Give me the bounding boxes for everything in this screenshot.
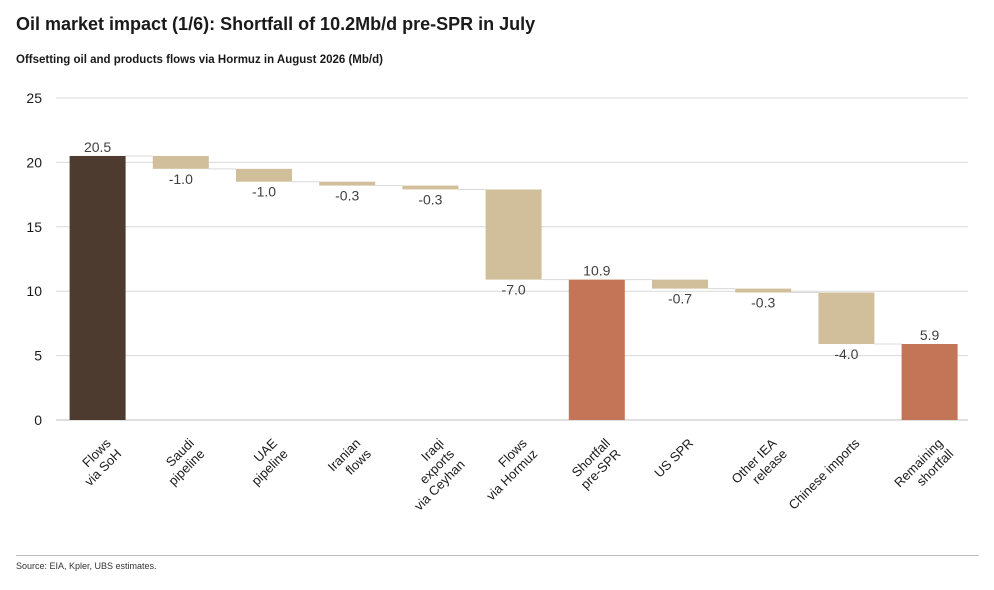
- data-label: -0.3: [751, 294, 775, 310]
- data-label: -0.7: [668, 291, 692, 307]
- x-tick-label: Iranianflows: [325, 435, 375, 485]
- source-divider: [16, 555, 979, 556]
- waterfall-chart: 0 5 10 15 20 25 20.5 Flowsvia SoH -1.0 Saudipipel…: [26, 90, 968, 513]
- x-tick-label: Shortfallpre-SPR: [567, 435, 624, 492]
- waterfall-total-bar: [69, 155, 126, 420]
- chart-subtitle: Offsetting oil and products flows via Ho…: [16, 54, 383, 66]
- x-tick-label: Flowsvia SoH: [71, 435, 125, 489]
- x-tick-label: Iraqiexportsvia Ceyhan: [390, 435, 468, 513]
- waterfall-delta-bar: [236, 168, 292, 182]
- svg-text:UAEpipeline: UAEpipeline: [238, 435, 291, 488]
- x-tick-label: UAEpipeline: [238, 435, 291, 488]
- y-tick-label: 0: [34, 412, 42, 428]
- data-label: -1.0: [252, 184, 276, 200]
- waterfall-delta-bar: [735, 288, 792, 293]
- y-tick-label: 20: [26, 154, 42, 170]
- svg-text:Flowsvia SoH: Flowsvia SoH: [71, 435, 125, 489]
- y-tick-label: 25: [26, 90, 42, 106]
- waterfall-delta-bar: [319, 181, 376, 186]
- svg-text:Shortfallpre-SPR: Shortfallpre-SPR: [567, 435, 624, 492]
- data-label: 20.5: [84, 139, 111, 155]
- data-label: -4.0: [834, 346, 858, 362]
- y-tick-label: 10: [26, 283, 42, 299]
- svg-text:US SPR: US SPR: [651, 436, 696, 481]
- svg-text:Saudipipeline: Saudipipeline: [155, 435, 208, 488]
- svg-text:Chinese imports: Chinese imports: [785, 435, 862, 512]
- svg-text:Flowsvia Hormuz: Flowsvia Hormuz: [473, 435, 541, 503]
- x-tick-label: Other IEArelease: [728, 435, 790, 497]
- y-tick-label: 5: [34, 348, 42, 364]
- svg-text:Other IEArelease: Other IEArelease: [728, 435, 790, 497]
- x-tick-label: US SPR: [651, 436, 696, 481]
- x-tick-label: Saudipipeline: [155, 435, 208, 488]
- source-note: Source: EIA, Kpler, UBS estimates.: [16, 561, 157, 571]
- data-label: 10.9: [583, 263, 610, 279]
- y-tick-label: 15: [26, 219, 42, 235]
- x-tick-label: Remainingshortfall: [891, 435, 956, 500]
- svg-text:Remainingshortfall: Remainingshortfall: [891, 435, 956, 500]
- waterfall-delta-bar: [818, 292, 875, 345]
- data-label: -7.0: [502, 282, 526, 298]
- data-label: -0.3: [335, 188, 359, 204]
- waterfall-delta-bar: [485, 189, 542, 280]
- x-tick-label: Flowsvia Hormuz: [473, 435, 541, 503]
- data-label: -1.0: [169, 171, 193, 187]
- data-label: -0.3: [418, 191, 442, 207]
- waterfall-total-bar: [568, 279, 625, 420]
- data-label: 5.9: [920, 327, 940, 343]
- chart-title: Oil market impact (1/6): Shortfall of 10…: [16, 14, 536, 34]
- waterfall-total-bar: [901, 344, 958, 420]
- x-tick-label: Chinese imports: [785, 435, 862, 512]
- waterfall-delta-bar: [152, 155, 209, 169]
- svg-text:Iraqiexportsvia Ceyhan: Iraqiexportsvia Ceyhan: [390, 435, 468, 513]
- svg-text:Iranianflows: Iranianflows: [325, 435, 375, 485]
- waterfall-delta-bar: [652, 279, 708, 289]
- waterfall-delta-bar: [402, 185, 459, 190]
